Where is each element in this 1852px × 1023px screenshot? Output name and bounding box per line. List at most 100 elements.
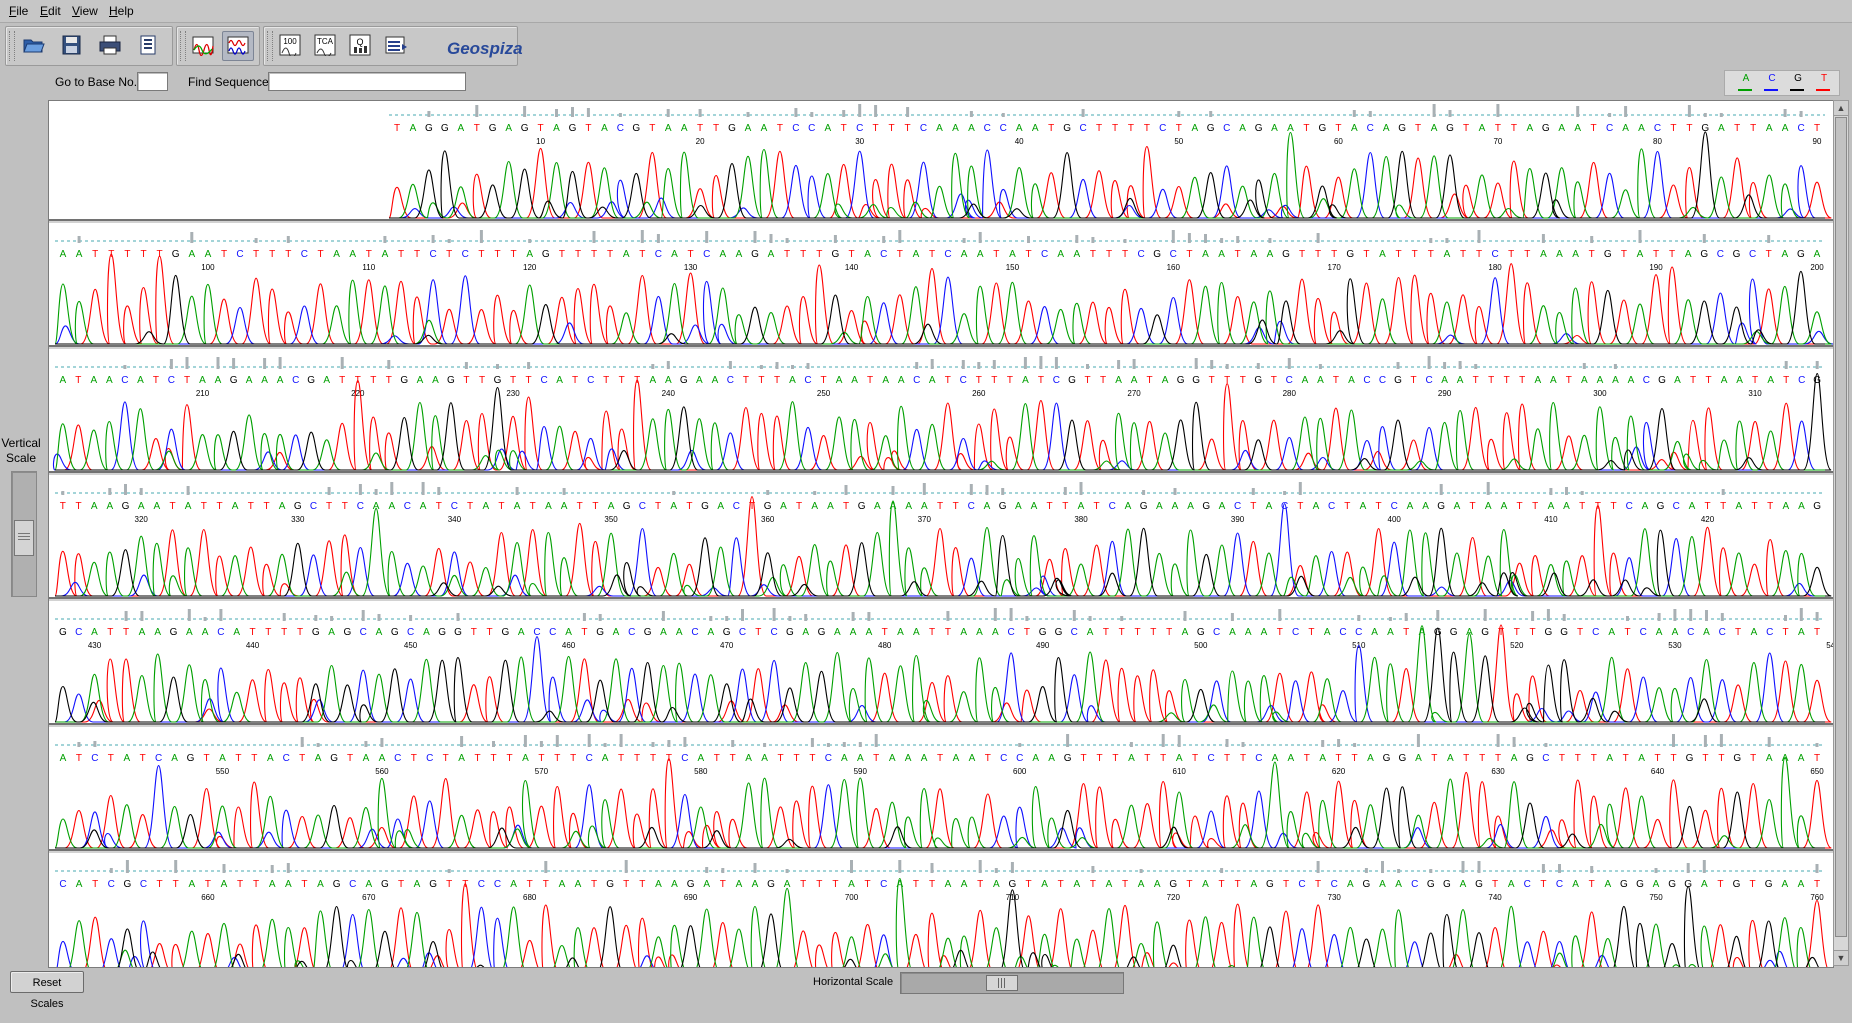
base-call: A (660, 627, 667, 638)
scrollbar-thumb[interactable] (1835, 117, 1847, 937)
quality-bar (1439, 484, 1443, 495)
scroll-down-arrow-icon[interactable]: ▼ (1834, 950, 1848, 965)
reset-scales-button[interactable]: Reset Scales (10, 971, 84, 1010)
menu-edit[interactable]: Edit (40, 4, 61, 18)
toolbar-grip[interactable] (180, 31, 186, 61)
base-call: C (703, 249, 710, 260)
base-call: C (1000, 753, 1007, 764)
scroll-up-arrow-icon[interactable]: ▲ (1834, 101, 1848, 116)
document-icon (140, 35, 156, 55)
quality-bar (77, 742, 81, 747)
horizontal-scale-thumb[interactable] (986, 975, 1018, 991)
quality-bar (1687, 105, 1691, 117)
base-call: A (1656, 627, 1663, 638)
quality-bar (891, 486, 895, 495)
menu-file[interactable]: File (9, 4, 29, 18)
find-sequence-input[interactable] (268, 72, 466, 91)
base-call: T (985, 753, 991, 764)
horizontal-scale-slider[interactable] (900, 972, 1124, 994)
base-call: A (1444, 249, 1451, 260)
position-tick-label: 260 (972, 389, 986, 398)
base-call: A (1781, 879, 1788, 890)
base-call: G (1475, 879, 1483, 890)
multi-trace-view-button[interactable] (222, 31, 254, 61)
position-tick-label: 480 (878, 641, 892, 650)
base-call: T (559, 249, 565, 260)
base-call: A (976, 627, 983, 638)
quality-bar (1549, 488, 1553, 495)
base-call: T (749, 501, 755, 512)
base-call: T (777, 123, 783, 134)
base-call: A (199, 375, 206, 386)
base-call: A (1751, 627, 1758, 638)
base-call: C (1298, 879, 1305, 890)
open-file-button[interactable] (18, 31, 50, 61)
quality-bar (1432, 104, 1436, 117)
base-call: T (1655, 753, 1661, 764)
base-call: T (649, 123, 655, 134)
base-call: A (363, 753, 370, 764)
base-call: C (825, 753, 832, 764)
quality-bar (1220, 238, 1224, 243)
sequence-tca-button[interactable]: TCA (309, 31, 341, 61)
quality-value-button[interactable]: Q (344, 31, 376, 61)
vertical-scale-thumb[interactable] (14, 520, 34, 556)
base-call: A (575, 879, 582, 890)
toolbar-grip[interactable] (9, 31, 15, 61)
base-call: A (834, 627, 841, 638)
base-call: T (929, 879, 935, 890)
base-call: A (139, 627, 146, 638)
base-call: C (586, 753, 593, 764)
base-call: A (1302, 375, 1309, 386)
quality-bar (619, 734, 623, 747)
position-tick-label: 110 (362, 263, 375, 272)
quality-100-button[interactable]: 100 (274, 31, 306, 61)
base-call: A (188, 249, 195, 260)
base-call: T (1566, 375, 1572, 386)
base-call: C (984, 123, 991, 134)
position-tick-label: 620 (1332, 767, 1346, 776)
menu-view[interactable]: View (72, 4, 98, 18)
base-call: T (1589, 249, 1595, 260)
document-info-button[interactable] (132, 31, 164, 61)
quality-bar (186, 486, 190, 495)
base-call: T (474, 123, 480, 134)
trace-vertical-scrollbar[interactable]: ▲ ▼ (1833, 100, 1849, 966)
goto-base-input[interactable] (137, 72, 168, 91)
base-call: A (945, 879, 952, 890)
base-call: T (848, 249, 854, 260)
base-call: T (478, 249, 484, 260)
position-tick-label: 720 (1167, 893, 1181, 902)
base-call: C (1592, 627, 1599, 638)
base-call: A (1548, 501, 1555, 512)
menu-help[interactable]: Help (109, 4, 134, 18)
base-call: T (140, 249, 146, 260)
base-call: C (628, 627, 635, 638)
quality-bar (1565, 487, 1568, 495)
base-call: T (865, 879, 871, 890)
base-call: A (1689, 501, 1696, 512)
export-button[interactable] (379, 31, 411, 61)
quality-bar (1531, 611, 1535, 621)
base-call: T (153, 375, 159, 386)
vertical-scale-slider[interactable] (11, 471, 37, 597)
toolbar-grip[interactable] (267, 31, 273, 61)
base-call: T (237, 879, 243, 890)
quality-bar (1638, 230, 1642, 243)
base-call: C (920, 123, 927, 134)
base-call: A (514, 501, 521, 512)
base-call: T (251, 753, 257, 764)
save-button[interactable] (56, 31, 88, 61)
quality-bar (216, 357, 220, 369)
base-call: T (394, 123, 400, 134)
print-button[interactable] (94, 31, 126, 61)
base-call: A (556, 375, 563, 386)
trace-g (117, 886, 1819, 967)
single-trace-view-button[interactable] (187, 31, 219, 61)
base-call: G (391, 627, 399, 638)
base-call: T (1470, 501, 1476, 512)
base-call: T (784, 249, 790, 260)
base-call: A (1457, 375, 1464, 386)
base-call: A (90, 375, 97, 386)
